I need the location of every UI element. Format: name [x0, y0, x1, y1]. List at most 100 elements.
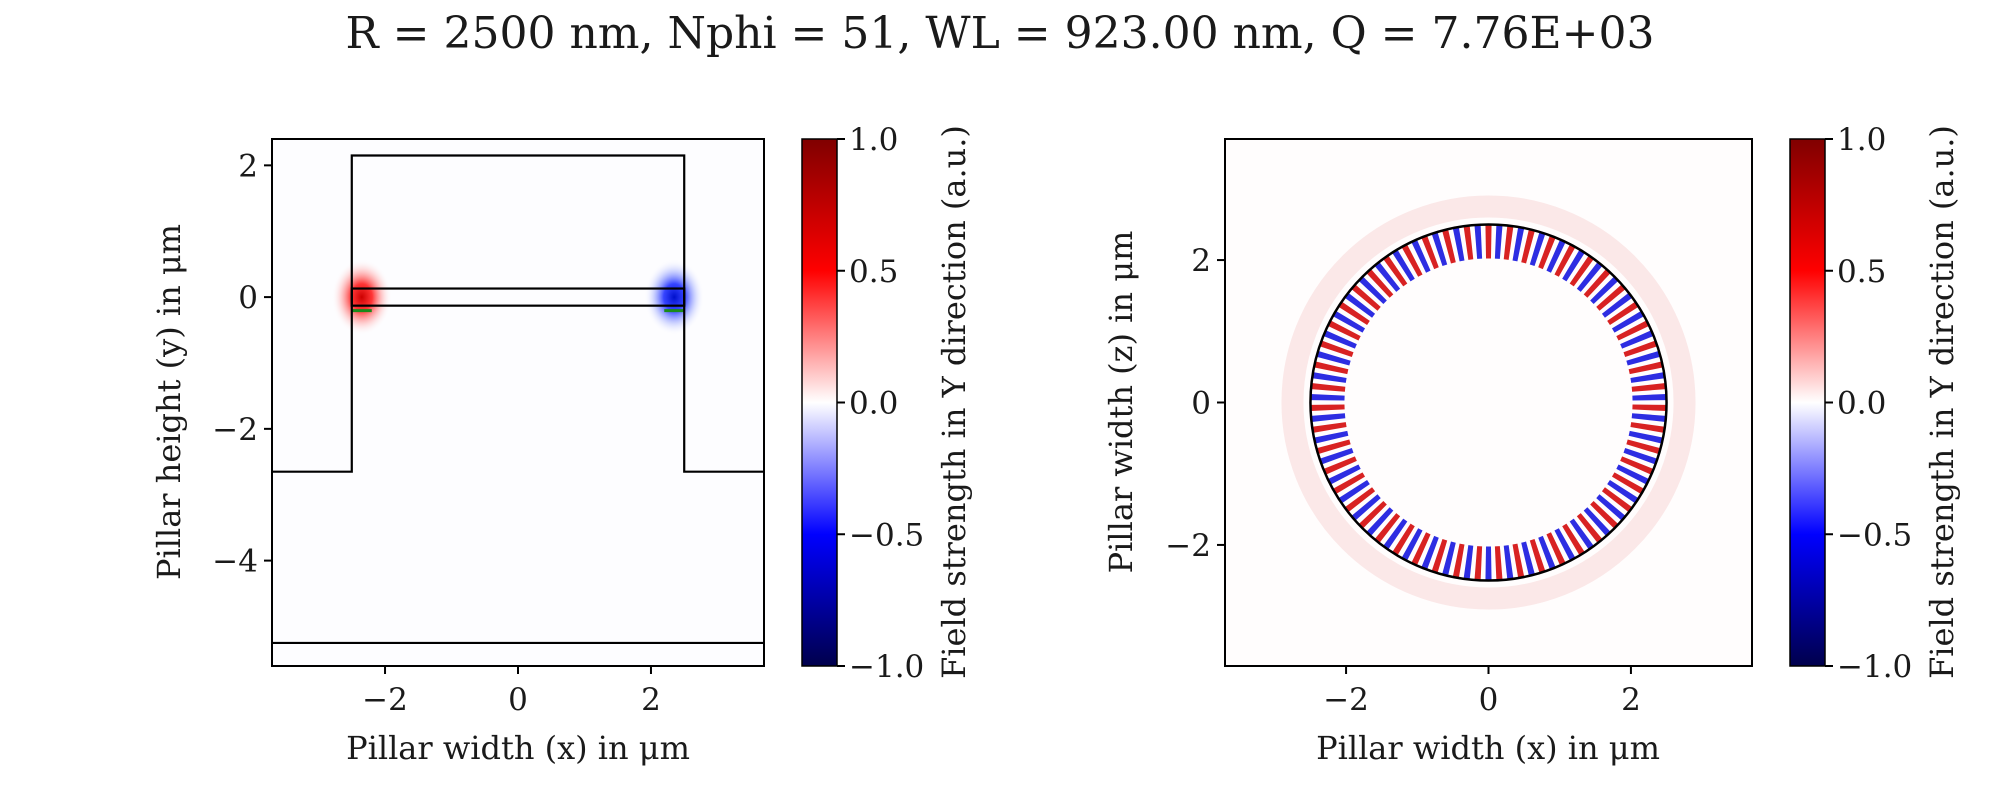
- negative-field-lobe: [1601, 292, 1633, 318]
- colorbar-tick-label: 1.0: [1837, 122, 1886, 158]
- y-tick-label: 2: [238, 148, 258, 184]
- positive-field-lobe: [1494, 546, 1503, 581]
- negative-field-lobe: [1611, 310, 1645, 333]
- positive-field-lobe: [1538, 235, 1556, 270]
- negative-field-lobe: [1463, 545, 1474, 580]
- negative-field-lobe: [1442, 541, 1456, 576]
- x-tick-label: 2: [641, 682, 661, 718]
- negative-field-lobe: [1421, 535, 1439, 570]
- positive-field-lobe: [1503, 225, 1514, 260]
- positive-field-lobe: [1521, 229, 1535, 264]
- negative-field-lobe: [1323, 330, 1357, 349]
- negative-field-lobe: [1512, 226, 1525, 262]
- positive-field-lobe: [1626, 439, 1661, 455]
- top-view-panel: −2 0 2 2 0 −2 Pillar width (x) in μm Pillar …: [1102, 138, 1753, 767]
- negative-field-lobe: [1411, 239, 1431, 273]
- positive-field-lobe: [1576, 513, 1603, 544]
- negative-field-lobe: [1310, 413, 1346, 422]
- top-view-colorbar-label: Field strength in Y direction (a.u.): [1923, 125, 1961, 679]
- colorbar-tick-label: −1.0: [849, 649, 924, 685]
- negative-field-lobe: [1576, 261, 1603, 292]
- positive-field-lobe: [1554, 244, 1576, 277]
- ring-halo: [1281, 195, 1696, 610]
- cross-section-xlabel: Pillar width (x) in μm: [346, 729, 690, 767]
- x-tick-label: 0: [508, 682, 528, 718]
- x-tick-label: 0: [1479, 682, 1499, 718]
- top-view-colorbar: 1.0 0.5 0.0 −0.5 −1.0 Field strength in Y di…: [1789, 122, 1961, 685]
- top-view-field: [1281, 195, 1696, 610]
- positive-field-lobe: [1620, 456, 1654, 475]
- cross-section-plot-area: [272, 139, 764, 666]
- negative-field-lobe: [1312, 372, 1347, 383]
- negative-field-lobe: [1569, 518, 1594, 550]
- negative-field-lobe: [1485, 546, 1492, 581]
- positive-field-lobe: [1344, 487, 1376, 513]
- negative-field-lobe: [1596, 494, 1626, 521]
- positive-field-lobe: [1310, 383, 1346, 392]
- colorbar-tick-label: 0.0: [849, 386, 898, 422]
- negative-field-lobe: [1366, 507, 1394, 537]
- negative-field-lobe: [1310, 393, 1345, 401]
- negative-field-lobe: [1313, 430, 1349, 444]
- cross-section-colorbar: 1.0 0.5 0.0 −0.5 −1.0 Field strength in Y di…: [801, 122, 973, 685]
- positive-field-lobe: [1569, 255, 1594, 287]
- top-view-colorbar-gradient: [1789, 138, 1826, 667]
- positive-field-lobe: [1546, 532, 1566, 566]
- negative-field-lobe: [1521, 541, 1535, 576]
- positive-field-hotspot: [331, 259, 392, 336]
- negative-field-lobe: [1631, 413, 1667, 422]
- colorbar-tick-label: −1.0: [1837, 649, 1912, 685]
- negative-field-lobe: [1474, 224, 1483, 259]
- positive-field-lobe: [1583, 268, 1611, 298]
- negative-field-lobe: [1632, 393, 1667, 401]
- x-tick-label: −2: [1323, 682, 1369, 718]
- positive-field-lobe: [1374, 513, 1401, 544]
- cross-section-ylabel: Pillar height (y) in μm: [150, 224, 188, 580]
- negative-field-lobe: [1583, 507, 1611, 537]
- cross-section-colorbar-label: Field strength in Y direction (a.u.): [935, 125, 973, 679]
- negative-field-lobe: [1452, 226, 1465, 262]
- positive-field-lobe: [1623, 340, 1658, 357]
- cross-section-field: [272, 154, 764, 645]
- y-tick-label: −2: [212, 412, 258, 448]
- negative-field-lobe: [1351, 494, 1381, 521]
- x-tick-label: −2: [362, 682, 408, 718]
- positive-field-lobe: [1313, 361, 1349, 375]
- y-tick-label: −4: [212, 544, 258, 580]
- negative-field-lobe: [1626, 350, 1661, 366]
- colorbar-tick-label: 1.0: [849, 122, 898, 158]
- positive-field-lobe: [1474, 546, 1483, 581]
- cross-section-colorbar-gradient: [801, 138, 838, 667]
- negative-field-lobe: [1319, 448, 1354, 465]
- positive-field-lobe: [1323, 456, 1357, 475]
- negative-field-lobe: [1620, 330, 1654, 349]
- top-view-ylabel: Pillar width (z) in μm: [1102, 231, 1140, 574]
- negative-field-lobe: [1392, 249, 1415, 282]
- positive-field-lobe: [1310, 404, 1345, 412]
- negative-field-lobe: [1358, 276, 1387, 305]
- positive-field-lobe: [1616, 320, 1650, 341]
- pillar-outline: [272, 154, 764, 473]
- y-tick-label: −2: [1165, 528, 1211, 564]
- positive-field-lobe: [1338, 301, 1370, 326]
- positive-field-lobe: [1392, 523, 1415, 556]
- positive-field-lobe: [1312, 422, 1347, 433]
- negative-field-lobe: [1554, 528, 1576, 561]
- pillar-circle-outline: [1309, 223, 1668, 582]
- negative-field-hotspot: [644, 259, 705, 336]
- colorbar-tick-label: −0.5: [1837, 517, 1912, 553]
- positive-field-lobe: [1630, 422, 1665, 433]
- positive-field-lobe: [1485, 224, 1492, 259]
- positive-field-lobe: [1631, 383, 1667, 392]
- positive-field-lobe: [1431, 538, 1448, 574]
- x-tick-label: 2: [1621, 682, 1641, 718]
- negative-field-lobe: [1494, 224, 1503, 259]
- y-tick-label: 0: [238, 280, 258, 316]
- colorbar-tick-label: 0.0: [1837, 386, 1886, 422]
- negative-field-lobe: [1616, 464, 1650, 485]
- top-view-plot-area: [1225, 139, 1752, 666]
- negative-field-lobe: [1338, 479, 1370, 504]
- y-tick-label: 2: [1191, 243, 1211, 279]
- positive-field-lobe: [1332, 472, 1366, 495]
